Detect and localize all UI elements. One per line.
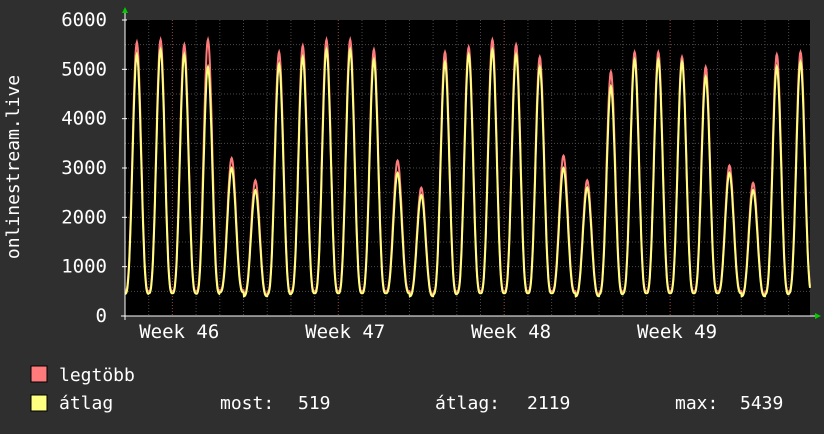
y-tick-label: 1000: [61, 256, 107, 278]
stat-max-label: max:: [675, 393, 718, 414]
y-tick-label: 4000: [61, 108, 107, 130]
stat-most-value: 519: [298, 393, 331, 414]
y-tick-label: 2000: [61, 206, 107, 228]
y-tick-labels: 0 1000 2000 3000 4000 5000 6000: [61, 9, 127, 327]
y-tick-label: 5000: [61, 58, 107, 80]
stat-atlag-value: 2119: [527, 393, 570, 414]
y-tick-label: 6000: [61, 9, 107, 31]
x-tick-label: Week 49: [637, 321, 717, 343]
x-tick-label: Week 46: [139, 321, 219, 343]
legend-swatch-avg: [30, 394, 48, 412]
series-layer: [124, 36, 811, 298]
legend-swatch-max: [30, 365, 48, 383]
x-tick-labels: Week 46 Week 47 Week 48 Week 49: [139, 321, 717, 343]
legend-label-max: legtöbb: [59, 365, 135, 386]
x-tick-label: Week 47: [305, 321, 385, 343]
stat-max-value: 5439: [740, 393, 783, 414]
y-axis-arrow: [122, 7, 128, 13]
series-line-atlag: [124, 46, 811, 298]
y-tick-label: 0: [96, 305, 107, 327]
legend: legtöbb átlag most: 519 átlag: 2119 max:…: [30, 365, 783, 414]
legend-label-avg: átlag: [59, 393, 113, 414]
y-axis-label: onlinestream.live: [3, 75, 24, 259]
stat-atlag-label: átlag:: [435, 393, 500, 414]
x-axis-arrow: [815, 313, 821, 319]
y-tick-label: 3000: [61, 157, 107, 179]
axis-layer: [121, 7, 821, 320]
x-tick-label: Week 48: [471, 321, 551, 343]
stat-most-label: most:: [220, 393, 274, 414]
